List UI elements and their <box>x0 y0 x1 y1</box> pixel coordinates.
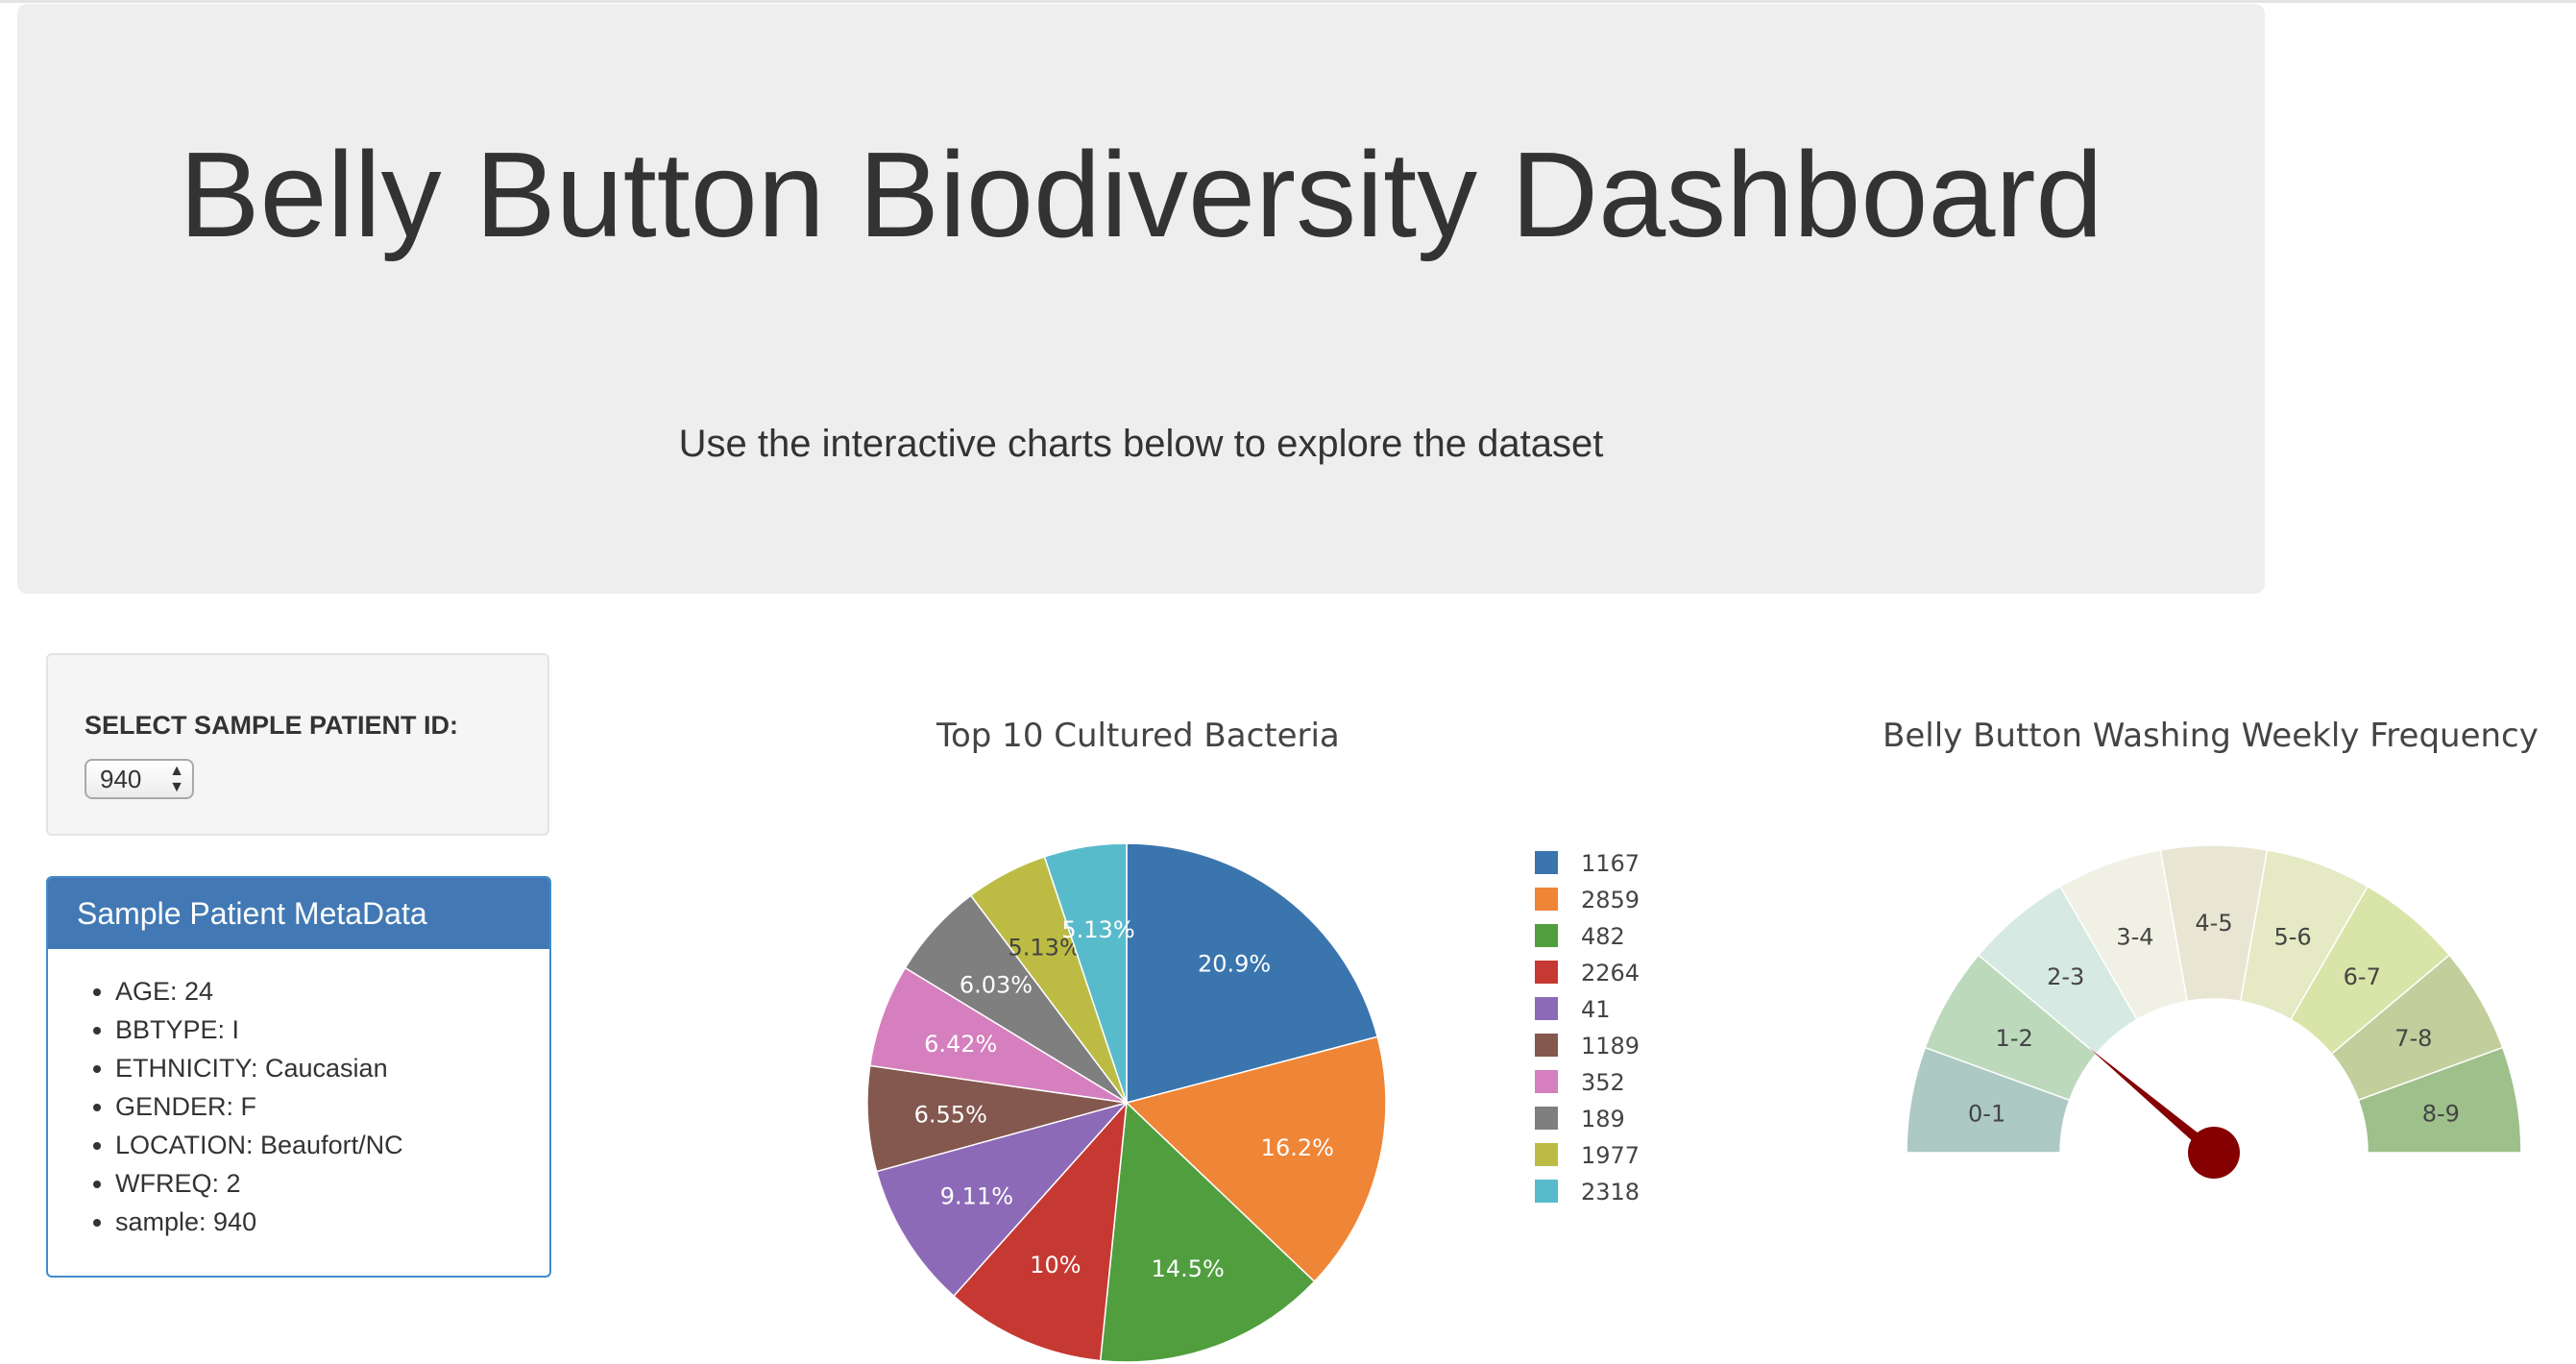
select-arrows-icon: ▲ ▼ <box>169 763 184 795</box>
pie-slice-482[interactable] <box>1099 1101 1316 1363</box>
pie-slice-label: 5.13% <box>1009 934 1081 961</box>
gauge-section-label: 4-5 <box>2195 910 2232 937</box>
gauge-section-label: 7-8 <box>2394 1025 2432 1052</box>
gauge-section-label: 6-7 <box>2344 963 2381 990</box>
gauge-chart-title: Belly Button Washing Weekly Frequency <box>1883 717 2539 755</box>
sample-selector-well: SELECT SAMPLE PATIENT ID: 940 ▲ ▼ <box>46 653 549 836</box>
legend-label: 2264 <box>1581 960 1640 986</box>
metadata-panel-body: AGE: 24 BBTYPE: I ETHNICITY: Caucasian G… <box>48 949 549 1241</box>
pie-chart: 20.9% 16.2% 14.5% 10% 9.11% 6.55% 6.42% 6.03% 5.… <box>866 842 1640 1363</box>
pie-slice-label: 6.03% <box>960 972 1033 999</box>
pie-slice-2318[interactable] <box>1043 842 1128 1104</box>
legend-label: 1167 <box>1581 850 1640 877</box>
legend-swatch[interactable] <box>1535 888 1558 911</box>
gauge-section-label: 8-9 <box>2422 1100 2460 1127</box>
gauge-section-label: 2-3 <box>2047 963 2084 990</box>
legend-swatch[interactable] <box>1535 924 1558 947</box>
pie-chart-title: Top 10 Cultured Bacteria <box>936 717 1340 755</box>
metadata-item-sample: sample: 940 <box>115 1203 549 1241</box>
selected-sample-id: 940 <box>100 765 142 793</box>
metadata-item-gender: GENDER: F <box>115 1087 549 1126</box>
page-subtitle: Use the interactive charts below to expl… <box>678 423 1604 465</box>
metadata-list: AGE: 24 BBTYPE: I ETHNICITY: Caucasian G… <box>48 949 549 1241</box>
pie-slice-1167[interactable] <box>1126 842 1379 1104</box>
legend-label: 482 <box>1581 923 1625 950</box>
pie-slice-label: 10% <box>1030 1252 1081 1279</box>
legend-label: 189 <box>1581 1106 1625 1133</box>
pie-slice-1189[interactable] <box>866 1064 1128 1173</box>
pie-slice-label: 6.42% <box>924 1031 997 1058</box>
metadata-item-ethnicity: ETHNICITY: Caucasian <box>115 1049 549 1087</box>
legend-label: 2859 <box>1581 887 1640 913</box>
gauge-chart: 0-1 1-2 2-3 3-4 4-5 5-6 6-7 7-8 8-9 <box>1906 844 2522 1179</box>
pie-slice-label: 6.55% <box>914 1101 987 1128</box>
pie-slice-41[interactable] <box>875 1101 1130 1298</box>
metadata-item-wfreq: WFREQ: 2 <box>115 1164 549 1203</box>
legend-swatch[interactable] <box>1535 997 1558 1020</box>
pie-slice-label: 16.2% <box>1261 1134 1334 1161</box>
pie-slice-2264[interactable] <box>952 1100 1128 1362</box>
metadata-panel-title: Sample Patient MetaData <box>48 878 549 949</box>
metadata-item-age: AGE: 24 <box>115 972 549 1011</box>
pie-slice-label: 9.11% <box>940 1183 1013 1210</box>
gauge-section-8-9[interactable] <box>2357 1046 2522 1154</box>
legend-label: 1977 <box>1581 1142 1640 1169</box>
gauge-needle-hub <box>2188 1127 2240 1179</box>
gauge-section-label: 0-1 <box>1968 1100 2005 1127</box>
pie-slice-2859[interactable] <box>1125 1035 1387 1283</box>
metadata-item-bbtype: BBTYPE: I <box>115 1011 549 1049</box>
gauge-section-label: 5-6 <box>2273 923 2311 950</box>
pie-slice-label: 5.13% <box>1061 916 1134 943</box>
legend-label: 2318 <box>1581 1179 1640 1206</box>
legend-swatch[interactable] <box>1535 1070 1558 1093</box>
top-border <box>0 0 2576 3</box>
gauge-needle <box>2088 1047 2218 1157</box>
pie-slice-label: 20.9% <box>1198 951 1271 978</box>
gauge-section-label: 3-4 <box>2116 923 2153 950</box>
page-title: Belly Button Biodiversity Dashboard <box>179 127 2103 262</box>
metadata-panel: Sample Patient MetaData AGE: 24 BBTYPE: … <box>46 876 551 1278</box>
selector-label: SELECT SAMPLE PATIENT ID: <box>85 711 459 740</box>
legend-swatch[interactable] <box>1535 851 1558 874</box>
legend-swatch[interactable] <box>1535 1143 1558 1166</box>
legend-swatch[interactable] <box>1535 1034 1558 1057</box>
metadata-item-location: LOCATION: Beaufort/NC <box>115 1126 549 1164</box>
sample-id-select[interactable]: 940 ▲ ▼ <box>85 759 194 799</box>
legend-label: 1189 <box>1581 1033 1640 1060</box>
legend-swatch[interactable] <box>1535 1180 1558 1203</box>
header-jumbotron: Belly Button Biodiversity Dashboard Use … <box>17 4 2265 594</box>
pie-slice-label: 14.5% <box>1152 1255 1225 1282</box>
legend-label: 352 <box>1581 1069 1625 1096</box>
legend-swatch[interactable] <box>1535 961 1558 984</box>
legend-swatch[interactable] <box>1535 1107 1558 1130</box>
gauge-section-label: 1-2 <box>1996 1025 2033 1052</box>
legend-label: 41 <box>1581 996 1611 1023</box>
